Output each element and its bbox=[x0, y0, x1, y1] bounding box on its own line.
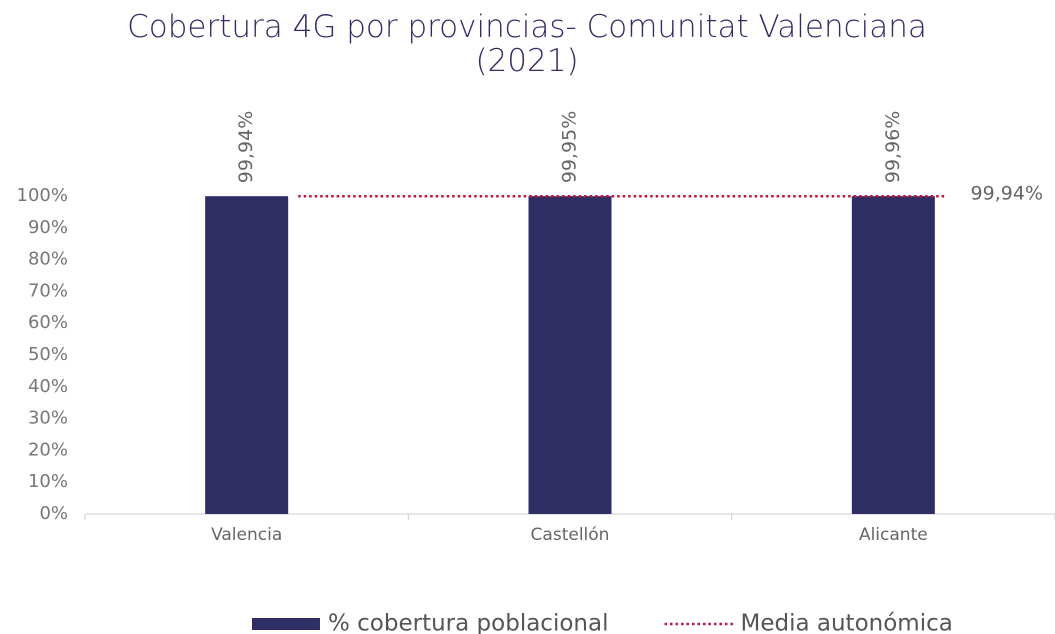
y-tick-label: 10% bbox=[28, 471, 68, 492]
x-tick-label: Alicante bbox=[859, 525, 928, 545]
bar bbox=[528, 196, 612, 514]
legend-label: Media autonómica bbox=[740, 611, 952, 634]
y-tick-label: 20% bbox=[28, 439, 68, 460]
legend-swatch bbox=[252, 618, 320, 630]
bar bbox=[205, 196, 289, 514]
chart-title: Cobertura 4G por provincias- Comunitat V… bbox=[127, 9, 927, 79]
x-tick-label: Castellón bbox=[531, 525, 610, 545]
y-tick-label: 50% bbox=[28, 344, 68, 365]
y-tick-label: 100% bbox=[17, 185, 68, 206]
data-label: 99,95% bbox=[559, 111, 581, 183]
x-tick-label: Valencia bbox=[211, 525, 282, 545]
y-tick-label: 80% bbox=[28, 249, 68, 270]
y-tick-label: 40% bbox=[28, 376, 68, 397]
data-label: 99,96% bbox=[882, 111, 904, 183]
y-tick-label: 0% bbox=[39, 503, 68, 524]
legend-label: % cobertura poblacional bbox=[328, 611, 608, 634]
data-label: 99,94% bbox=[971, 183, 1043, 205]
y-tick-label: 70% bbox=[28, 280, 68, 301]
data-label: 99,94% bbox=[235, 111, 257, 183]
y-tick-label: 90% bbox=[28, 217, 68, 238]
y-tick-label: 60% bbox=[28, 312, 68, 333]
y-tick-label: 30% bbox=[28, 408, 68, 429]
bar bbox=[851, 196, 935, 514]
